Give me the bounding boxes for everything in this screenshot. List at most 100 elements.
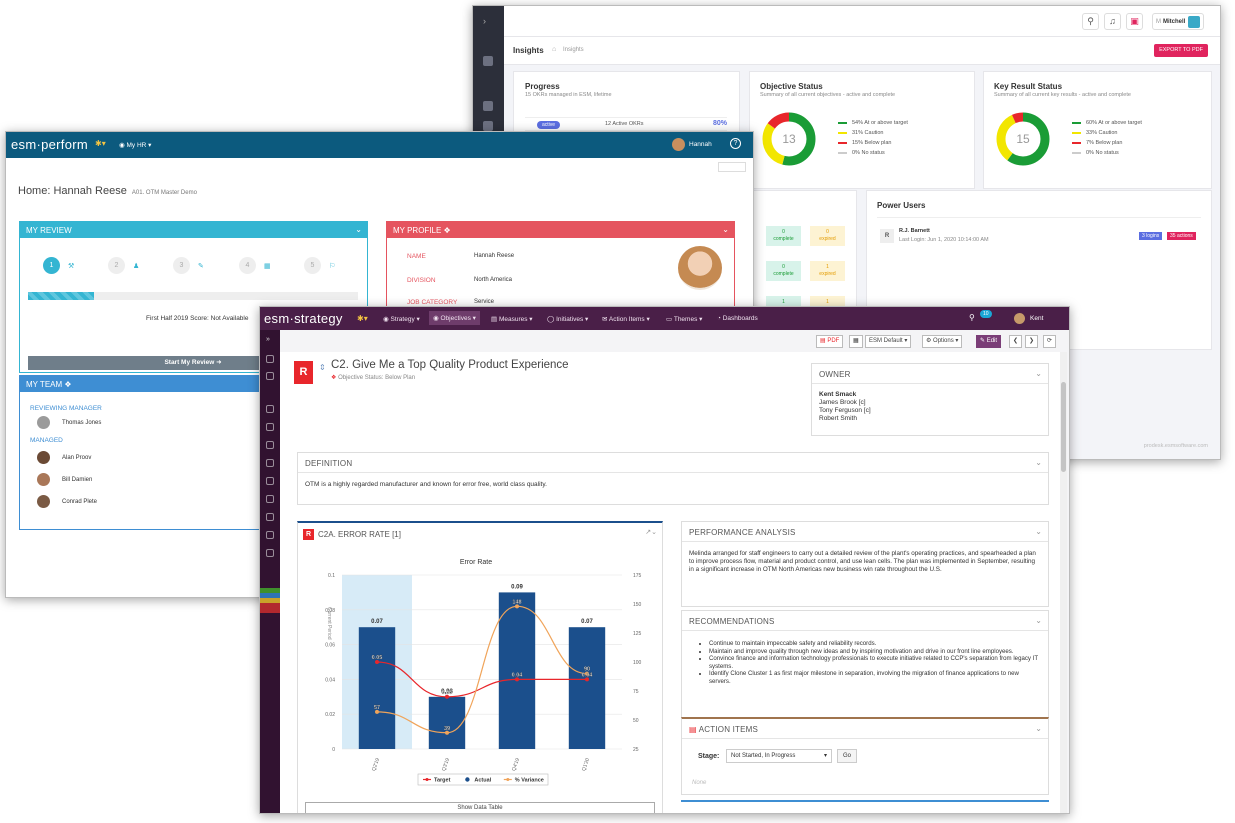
performance-analysis-header[interactable]: PERFORMANCE ANALYSIS xyxy=(682,522,1048,542)
collapse-icon[interactable]: ⌄ xyxy=(1035,616,1042,625)
definition-header[interactable]: DEFINITION xyxy=(298,453,1048,473)
bulb-icon[interactable] xyxy=(266,459,274,467)
notification-badge[interactable]: 10 xyxy=(980,310,992,318)
calendar-icon[interactable] xyxy=(266,372,274,380)
user-avatar[interactable] xyxy=(1014,313,1025,324)
owner-other[interactable]: Tony Ferguson [c] xyxy=(819,407,871,414)
apps-icon[interactable]: ✱▾ xyxy=(357,314,368,323)
info-icon[interactable]: ❖ xyxy=(64,380,72,389)
data-point[interactable] xyxy=(445,730,449,735)
collapse-icon[interactable]: ⌄ xyxy=(355,225,362,234)
managed-member[interactable]: Conrad Plete xyxy=(62,499,98,505)
owner-other[interactable]: James Brook [c] xyxy=(819,399,866,406)
apps-icon[interactable]: ✱▾ xyxy=(95,139,106,148)
bar-actual[interactable] xyxy=(568,627,606,749)
nav-strategy[interactable]: ◉ Strategy ▾ xyxy=(383,316,420,323)
clipboard-icon[interactable]: ▣ xyxy=(1126,13,1143,30)
strategy-logo[interactable]: esm·strategy xyxy=(264,311,343,326)
data-point[interactable] xyxy=(515,677,519,682)
nav-measures[interactable]: ▤ Measures ▾ xyxy=(491,316,533,323)
pdf-button[interactable]: ▤ PDF xyxy=(816,335,844,348)
bar-actual[interactable] xyxy=(428,696,466,749)
scrollbar[interactable] xyxy=(1060,352,1067,813)
review-step-5[interactable]: 5 xyxy=(304,257,321,274)
next-button[interactable]: ❯ xyxy=(1025,335,1039,348)
search-icon[interactable]: ⚲ xyxy=(1082,13,1099,30)
nav-objectives[interactable]: ◉ Objectives ▾ xyxy=(429,311,480,325)
collapse-icon[interactable]: ⌄ xyxy=(722,225,729,234)
collapse-icon[interactable]: ⌄ xyxy=(1035,724,1042,733)
data-point[interactable] xyxy=(375,660,379,664)
edit-button[interactable]: ✎ Edit xyxy=(976,335,1002,348)
legend-label[interactable]: Target xyxy=(434,778,451,784)
managed-member[interactable]: Bill Damien xyxy=(62,477,93,483)
wrench-icon[interactable] xyxy=(266,441,274,449)
user-menu[interactable]: Hannah xyxy=(689,141,712,148)
prev-button[interactable]: ❮ xyxy=(1009,335,1023,348)
data-point[interactable] xyxy=(585,677,589,682)
data-point[interactable] xyxy=(515,604,519,609)
user-menu[interactable]: M Mitchell xyxy=(1152,13,1205,30)
breadcrumb-home-icon[interactable]: ⌂ xyxy=(552,46,557,53)
managed-member[interactable]: Alan Proov xyxy=(62,455,92,461)
measure-title[interactable]: C2A. ERROR RATE [1] xyxy=(318,530,401,539)
gear-icon[interactable] xyxy=(266,495,274,503)
my-hr-menu[interactable]: ◉ My HR ▾ xyxy=(119,142,152,149)
nav-dashboards[interactable]: ◔ Dashboards xyxy=(717,315,758,322)
data-point[interactable] xyxy=(445,694,449,699)
user-icon[interactable] xyxy=(483,101,493,111)
layout-select[interactable]: ESM Default ▾ xyxy=(865,335,912,348)
user-avatar[interactable] xyxy=(672,138,685,151)
bar-actual[interactable] xyxy=(498,592,536,749)
data-point[interactable] xyxy=(375,709,379,714)
bar-actual[interactable] xyxy=(358,627,396,749)
review-step-2[interactable]: 2 xyxy=(108,257,125,274)
review-step-4[interactable]: 4 xyxy=(239,257,256,274)
recommendations-header[interactable]: RECOMMENDATIONS xyxy=(682,611,1048,631)
sidebar-expand-icon[interactable]: » xyxy=(266,336,270,343)
owner-other[interactable]: Robert Smith xyxy=(819,415,857,422)
sidebar-expand-icon[interactable]: › xyxy=(483,16,486,26)
action-items-header[interactable]: ▤ ACTION ITEMS xyxy=(682,719,1048,739)
review-step-1[interactable]: 1 xyxy=(43,257,60,274)
breadcrumb-current[interactable]: Insights xyxy=(563,47,584,53)
info-icon[interactable]: ❖ xyxy=(443,226,451,235)
user-menu[interactable]: Kent xyxy=(1030,315,1044,322)
export-pdf-button[interactable]: EXPORT TO PDF xyxy=(1154,44,1208,57)
link-icon[interactable]: ⇕ xyxy=(319,363,326,372)
go-button[interactable]: Go xyxy=(837,749,857,763)
layout-icon[interactable]: ▦ xyxy=(849,335,863,348)
collapse-icon[interactable]: ⌄ xyxy=(1035,369,1042,378)
nav-themes[interactable]: ▭ Themes ▾ xyxy=(666,316,703,323)
collapse-icon[interactable]: ⌄ xyxy=(1035,527,1042,536)
stage-select[interactable]: Not Started, In Progress ▾ xyxy=(726,749,832,763)
legend-label[interactable]: % Variance xyxy=(515,778,544,784)
review-step-3[interactable]: 3 xyxy=(173,257,190,274)
bell-icon[interactable]: ♫ xyxy=(1104,13,1121,30)
legend-label[interactable]: Actual xyxy=(474,778,491,784)
owner-primary[interactable]: Kent Smack xyxy=(819,391,857,398)
reviewing-manager-name[interactable]: Thomas Jones xyxy=(62,420,102,426)
help-icon[interactable]: ? xyxy=(730,138,741,149)
collapse-icon[interactable]: ⌄ xyxy=(1035,458,1042,467)
external-link-icon[interactable]: ↗⌄ xyxy=(645,529,657,536)
clock-icon[interactable] xyxy=(266,549,274,557)
document-icon[interactable] xyxy=(266,477,274,485)
home-icon[interactable] xyxy=(266,405,274,413)
compass-icon[interactable] xyxy=(266,423,274,431)
perform-logo[interactable]: esm·perform xyxy=(11,137,88,152)
refresh-icon[interactable]: ⟳ xyxy=(1043,335,1057,348)
owner-header[interactable]: OWNER xyxy=(812,364,1048,384)
options-button[interactable]: ⚙ Options ▾ xyxy=(922,335,963,348)
folder-icon[interactable] xyxy=(266,355,274,363)
thumb-icon[interactable] xyxy=(266,531,274,539)
nav-action-items[interactable]: ✉ Action Items ▾ xyxy=(602,316,650,323)
home-icon[interactable] xyxy=(483,56,493,66)
chart-icon[interactable] xyxy=(483,121,493,131)
search-icon[interactable]: ⚲ xyxy=(969,313,975,322)
power-user-name[interactable]: R.J. Barnett xyxy=(899,228,930,234)
shield-icon[interactable] xyxy=(266,513,274,521)
data-point[interactable] xyxy=(585,671,589,676)
nav-initiatives[interactable]: ◯ Initiatives ▾ xyxy=(547,316,589,323)
show-data-table-button[interactable]: Show Data Table xyxy=(305,802,655,813)
